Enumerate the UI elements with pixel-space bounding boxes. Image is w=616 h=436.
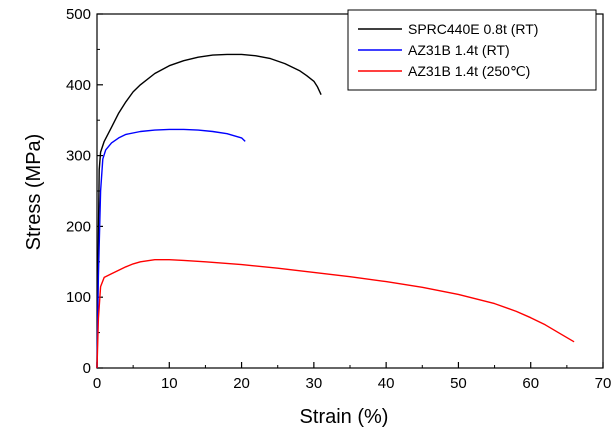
x-axis: 0 10 20 30 40 50 60 70 [93,362,612,392]
x-axis-title: Strain (%) [300,406,389,428]
series-layer [96,53,575,369]
x-tick-label: 50 [450,375,467,392]
y-tick-label: 400 [66,77,91,94]
x-tick-label: 70 [595,375,612,392]
y-axis-title: Stress (MPa) [23,134,45,251]
legend: SPRC440E 0.8t (RT) AZ31B 1.4t (RT) AZ31B… [347,9,597,91]
y-tick-label: 500 [66,6,91,23]
y-tick-label: 300 [66,148,91,165]
series-az31b-rt-line [96,128,246,369]
series-az31b-250c-line [96,259,575,369]
y-tick-label: 100 [66,289,91,306]
x-tick-label: 20 [233,375,250,392]
legend-label-sprc440e: SPRC440E 0.8t (RT) [408,21,538,37]
x-tick-label: 10 [161,375,178,392]
x-tick-label: 0 [93,375,101,392]
x-tick-label: 30 [306,375,323,392]
y-tick-label: 200 [66,218,91,235]
x-tick-label: 60 [522,375,539,392]
legend-label-az31b-rt: AZ31B 1.4t (RT) [408,42,510,58]
legend-label-az31b-250c: AZ31B 1.4t (250℃) [408,63,530,79]
series-sprc440e-rt-line [96,53,322,369]
y-tick-label: 0 [83,360,91,377]
x-tick-label: 40 [378,375,395,392]
